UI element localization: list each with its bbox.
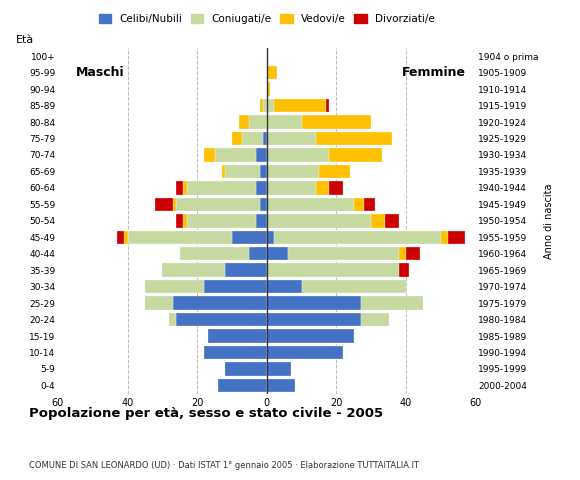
Bar	[256, 148, 267, 162]
Bar	[204, 346, 267, 359]
Bar	[176, 313, 267, 326]
Bar	[162, 264, 225, 277]
Bar	[267, 66, 277, 79]
Bar	[218, 379, 267, 392]
Bar	[302, 115, 371, 129]
Bar	[173, 296, 267, 310]
Bar	[267, 115, 302, 129]
Bar	[448, 230, 465, 244]
Bar	[329, 181, 343, 194]
Bar	[267, 296, 361, 310]
Bar	[361, 296, 423, 310]
Bar	[256, 214, 267, 228]
Bar	[267, 214, 371, 228]
Bar	[288, 247, 399, 261]
Bar	[316, 181, 329, 194]
Bar	[267, 280, 302, 293]
Bar	[124, 230, 128, 244]
Bar	[239, 115, 249, 129]
Bar	[260, 99, 263, 112]
Bar	[242, 132, 263, 145]
Bar	[267, 230, 274, 244]
Bar	[145, 280, 204, 293]
Bar	[354, 198, 364, 211]
Text: COMUNE DI SAN LEONARDO (UD) · Dati ISTAT 1° gennaio 2005 · Elaborazione TUTTAITA: COMUNE DI SAN LEONARDO (UD) · Dati ISTAT…	[29, 461, 419, 470]
Bar	[117, 230, 124, 244]
Bar	[267, 181, 316, 194]
Bar	[176, 214, 183, 228]
Bar	[267, 148, 329, 162]
Bar	[187, 214, 256, 228]
Bar	[256, 181, 267, 194]
Bar	[267, 313, 361, 326]
Bar	[267, 132, 316, 145]
Bar	[267, 329, 354, 343]
Bar	[267, 379, 295, 392]
Bar	[222, 165, 225, 178]
Bar	[176, 198, 260, 211]
Bar	[260, 198, 267, 211]
Bar	[204, 148, 215, 162]
Bar	[267, 165, 319, 178]
Text: Femmine: Femmine	[402, 66, 466, 79]
Bar	[155, 198, 173, 211]
Bar	[208, 329, 267, 343]
Bar	[267, 83, 270, 96]
Bar	[267, 198, 354, 211]
Bar	[267, 99, 274, 112]
Bar	[232, 132, 242, 145]
Bar	[399, 247, 406, 261]
Bar	[249, 247, 267, 261]
Bar	[263, 132, 267, 145]
Bar	[302, 280, 406, 293]
Bar	[329, 148, 382, 162]
Bar	[183, 181, 187, 194]
Bar	[316, 132, 392, 145]
Bar	[267, 362, 291, 376]
Text: Maschi: Maschi	[75, 66, 124, 79]
Bar	[267, 264, 399, 277]
Bar	[361, 313, 389, 326]
Bar	[225, 362, 267, 376]
Bar	[128, 230, 232, 244]
Bar	[267, 346, 343, 359]
Text: Popolazione per età, sesso e stato civile - 2005: Popolazione per età, sesso e stato civil…	[29, 407, 383, 420]
Bar	[267, 247, 288, 261]
Bar	[176, 181, 183, 194]
Bar	[145, 296, 173, 310]
Bar	[326, 99, 329, 112]
Bar	[215, 148, 256, 162]
Legend: Celibi/Nubili, Coniugati/e, Vedovi/e, Divorziati/e: Celibi/Nubili, Coniugati/e, Vedovi/e, Di…	[97, 12, 437, 26]
Bar	[225, 165, 260, 178]
Bar	[385, 214, 399, 228]
Bar	[441, 230, 448, 244]
Bar	[263, 99, 267, 112]
Bar	[364, 198, 375, 211]
Y-axis label: Anno di nascita: Anno di nascita	[545, 183, 554, 259]
Bar	[187, 181, 256, 194]
Bar	[225, 264, 267, 277]
Bar	[399, 264, 409, 277]
Bar	[232, 230, 267, 244]
Bar	[180, 247, 249, 261]
Bar	[406, 247, 420, 261]
Bar	[249, 115, 267, 129]
Bar	[371, 214, 385, 228]
Bar	[204, 280, 267, 293]
Bar	[274, 99, 326, 112]
Bar	[169, 313, 176, 326]
Bar	[173, 198, 176, 211]
Bar	[183, 214, 187, 228]
Bar	[319, 165, 350, 178]
Text: Età: Età	[16, 35, 34, 45]
Bar	[274, 230, 441, 244]
Bar	[260, 165, 267, 178]
